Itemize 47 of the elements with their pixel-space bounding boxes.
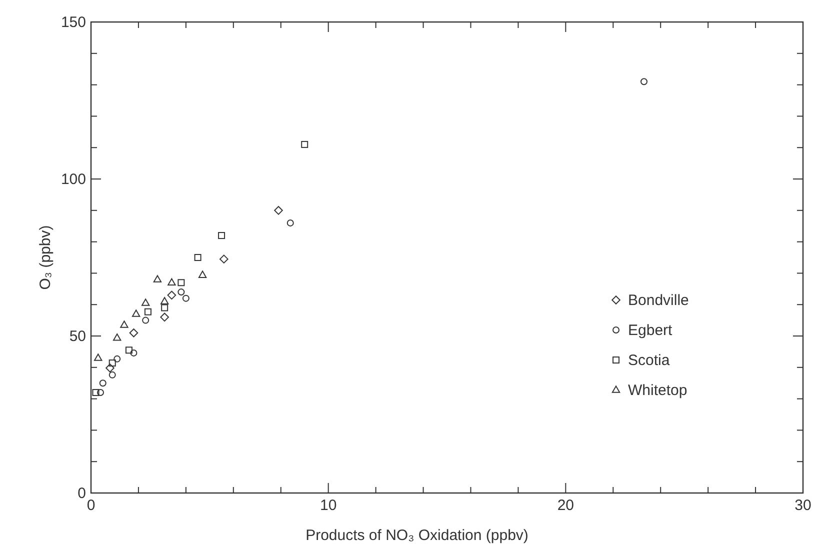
point bbox=[144, 308, 152, 316]
x-axis-title: Products of NO₃ Oxidation (ppbv) bbox=[306, 527, 528, 544]
point bbox=[125, 346, 132, 354]
point bbox=[141, 298, 150, 306]
point bbox=[178, 279, 185, 286]
point bbox=[129, 328, 138, 338]
point bbox=[96, 389, 104, 396]
legend-label: Whitetop bbox=[628, 382, 688, 399]
point bbox=[153, 275, 162, 282]
y-tick-label: 100 bbox=[60, 171, 86, 188]
y-axis-title: O₃ (ppbv) bbox=[37, 225, 54, 290]
point bbox=[178, 288, 185, 296]
point bbox=[130, 349, 138, 356]
legend-label: Egbert bbox=[628, 322, 674, 339]
point bbox=[274, 206, 283, 215]
point bbox=[160, 312, 169, 322]
point bbox=[114, 355, 121, 362]
point bbox=[194, 254, 202, 261]
point bbox=[161, 304, 168, 312]
point bbox=[218, 232, 226, 240]
x-tick-label: 10 bbox=[320, 497, 337, 514]
point bbox=[220, 254, 228, 264]
x-tick-label: 30 bbox=[794, 497, 812, 514]
point bbox=[132, 310, 140, 317]
point bbox=[113, 333, 122, 341]
point bbox=[108, 371, 116, 378]
y-tick-label: 0 bbox=[78, 485, 86, 502]
y-tick-label: 150 bbox=[60, 14, 86, 31]
point bbox=[160, 297, 169, 304]
point bbox=[120, 320, 128, 328]
point bbox=[182, 294, 190, 302]
legend-label: Scotia bbox=[628, 352, 670, 369]
point bbox=[99, 380, 106, 387]
point bbox=[301, 140, 308, 148]
point bbox=[168, 278, 176, 286]
legend-label: Bondville bbox=[628, 292, 689, 309]
x-tick-label: 20 bbox=[557, 497, 574, 514]
point bbox=[167, 290, 176, 300]
point bbox=[198, 270, 207, 278]
point bbox=[640, 78, 648, 86]
y-tick-label: 50 bbox=[69, 328, 86, 345]
point bbox=[108, 360, 116, 367]
point bbox=[106, 364, 114, 372]
point bbox=[94, 354, 102, 361]
point bbox=[92, 389, 100, 396]
point bbox=[142, 316, 150, 324]
point bbox=[286, 219, 294, 226]
